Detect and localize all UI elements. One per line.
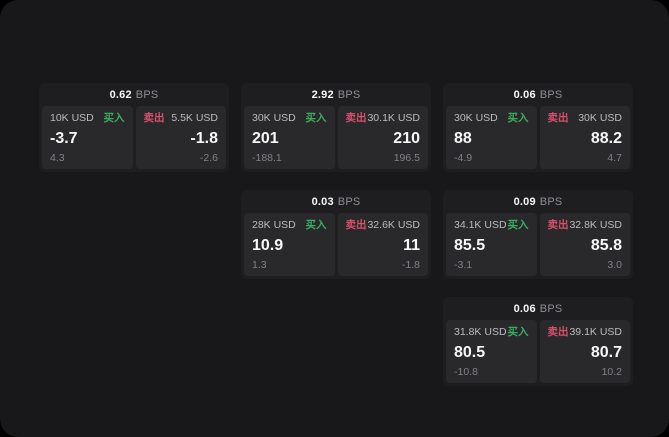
quote-card-2: 2.92 BPS 30K USD 买入 201 -188.1 卖出 30.1K …: [241, 83, 431, 172]
sell-panel[interactable]: 卖出 30K USD 88.2 4.7: [539, 106, 630, 169]
buy-amount: 28K USD: [252, 219, 296, 231]
sell-side-label: 卖出: [547, 326, 569, 338]
buy-panel[interactable]: 28K USD 买入 10.9 1.3: [244, 213, 335, 276]
quote-card-3: 0.06 BPS 30K USD 买入 88 -4.9 卖出 30K USD 8…: [443, 83, 633, 172]
buy-sub-value: 1.3: [252, 259, 267, 271]
buy-amount: 31.8K USD: [454, 326, 507, 338]
buy-sub-value: -4.9: [454, 152, 473, 164]
buy-amount: 30K USD: [252, 112, 296, 124]
sell-sub-value: 196.5: [393, 152, 420, 164]
bps-header: 0.06 BPS: [443, 83, 633, 106]
sell-panel[interactable]: 卖出 39.1K USD 80.7 10.2: [539, 320, 630, 383]
buy-price: 85.5: [454, 236, 486, 254]
sell-amount: 32.6K USD: [367, 219, 420, 231]
bps-value: 0.06: [513, 302, 536, 315]
buy-side-label: 买入: [507, 219, 529, 231]
buy-panel[interactable]: 34.1K USD 买入 85.5 -3.1: [446, 213, 537, 276]
buy-sub-value: -188.1: [252, 152, 282, 164]
sell-sub-value: 3.0: [607, 259, 622, 271]
quote-card-6: 0.06 BPS 31.8K USD 买入 80.5 -10.8 卖出 39.1…: [443, 297, 633, 386]
bps-unit-label: BPS: [337, 88, 361, 101]
buy-panel[interactable]: 10K USD 买入 -3.7 4.3: [42, 106, 133, 169]
sell-side-label: 卖出: [345, 219, 367, 231]
buy-side-label: 买入: [103, 112, 125, 124]
buy-amount: 10K USD: [50, 112, 94, 124]
bps-header: 2.92 BPS: [241, 83, 431, 106]
buy-panel[interactable]: 30K USD 买入 201 -188.1: [244, 106, 335, 169]
sell-sub-value: 4.7: [607, 152, 622, 164]
bps-value: 2.92: [311, 88, 334, 101]
buy-panel[interactable]: 30K USD 买入 88 -4.9: [446, 106, 537, 169]
sell-amount: 5.5K USD: [171, 112, 218, 124]
buy-sub-value: -10.8: [454, 366, 478, 378]
buy-side-label: 买入: [507, 112, 529, 124]
bps-header: 0.03 BPS: [241, 190, 431, 213]
sell-sub-value: -1.8: [401, 259, 420, 271]
sell-price: 85.8: [590, 236, 622, 254]
bps-value: 0.03: [311, 195, 334, 208]
sell-side-label: 卖出: [143, 112, 165, 124]
sell-amount: 30K USD: [578, 112, 622, 124]
bps-header: 0.62 BPS: [39, 83, 229, 106]
bps-value: 0.62: [109, 88, 132, 101]
bps-unit-label: BPS: [539, 88, 563, 101]
buy-side-label: 买入: [305, 112, 327, 124]
buy-price: 88: [454, 129, 472, 147]
sell-panel[interactable]: 卖出 32.6K USD 11 -1.8: [337, 213, 428, 276]
buy-side-label: 买入: [507, 326, 529, 338]
buy-sub-value: -3.1: [454, 259, 473, 271]
sell-price: 88.2: [590, 129, 622, 147]
buy-price: -3.7: [50, 129, 78, 147]
bps-unit-label: BPS: [539, 302, 563, 315]
quote-card-1: 0.62 BPS 10K USD 买入 -3.7 4.3 卖出 5.5K USD…: [39, 83, 229, 172]
sell-side-label: 卖出: [547, 112, 569, 124]
sell-amount: 30.1K USD: [367, 112, 420, 124]
buy-amount: 34.1K USD: [454, 219, 507, 231]
sell-amount: 32.8K USD: [569, 219, 622, 231]
quote-card-5: 0.09 BPS 34.1K USD 买入 85.5 -3.1 卖出 32.8K…: [443, 190, 633, 279]
buy-price: 80.5: [454, 343, 486, 361]
sell-side-label: 卖出: [547, 219, 569, 231]
bps-unit-label: BPS: [135, 88, 159, 101]
buy-panel[interactable]: 31.8K USD 买入 80.5 -10.8: [446, 320, 537, 383]
bps-value: 0.06: [513, 88, 536, 101]
buy-side-label: 买入: [305, 219, 327, 231]
sell-sub-value: -2.6: [199, 152, 218, 164]
sell-price: 80.7: [590, 343, 622, 361]
sell-side-label: 卖出: [345, 112, 367, 124]
sell-amount: 39.1K USD: [569, 326, 622, 338]
bps-value: 0.09: [513, 195, 536, 208]
bps-unit-label: BPS: [539, 195, 563, 208]
buy-price: 10.9: [252, 236, 284, 254]
buy-amount: 30K USD: [454, 112, 498, 124]
sell-panel[interactable]: 卖出 5.5K USD -1.8 -2.6: [135, 106, 226, 169]
sell-price: 210: [393, 129, 420, 147]
quote-card-4: 0.03 BPS 28K USD 买入 10.9 1.3 卖出 32.6K US…: [241, 190, 431, 279]
bps-header: 0.06 BPS: [443, 297, 633, 320]
sell-sub-value: 10.2: [601, 366, 622, 378]
buy-price: 201: [252, 129, 279, 147]
bps-unit-label: BPS: [337, 195, 361, 208]
sell-price: -1.8: [190, 129, 218, 147]
buy-sub-value: 4.3: [50, 152, 65, 164]
sell-panel[interactable]: 卖出 30.1K USD 210 196.5: [337, 106, 428, 169]
bps-header: 0.09 BPS: [443, 190, 633, 213]
sell-price: 11: [403, 236, 420, 254]
sell-panel[interactable]: 卖出 32.8K USD 85.8 3.0: [539, 213, 630, 276]
